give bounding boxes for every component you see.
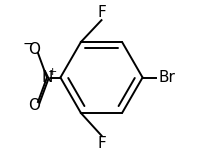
Text: F: F: [97, 136, 105, 151]
Text: −: −: [23, 37, 34, 51]
Text: O: O: [28, 98, 40, 113]
Text: O: O: [28, 42, 40, 57]
Text: Br: Br: [158, 70, 175, 85]
Text: F: F: [97, 5, 105, 20]
Text: +: +: [48, 67, 57, 77]
Text: N: N: [41, 70, 52, 85]
